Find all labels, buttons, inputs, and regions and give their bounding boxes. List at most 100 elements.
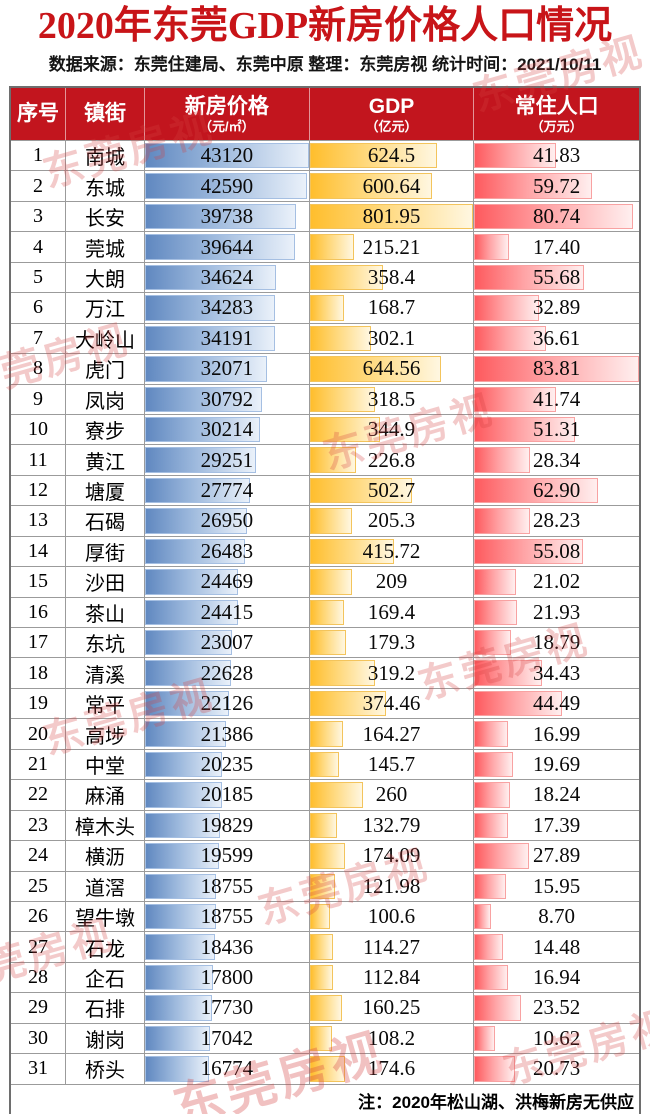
gdp-value: 344.9 [367, 417, 416, 442]
town-name: 道滘 [85, 877, 125, 900]
town-cell: 石排 [66, 993, 145, 1023]
gdp-bar [309, 264, 383, 291]
table-row: 1 南城 43120 624.5 41.83 [11, 140, 639, 171]
town-cell: 石龙 [66, 932, 145, 962]
price-cell: 21386 [145, 719, 310, 749]
rank-cell: 24 [11, 841, 66, 871]
population-bar [474, 1025, 496, 1052]
table-body: 1 南城 43120 624.5 41.83 2 东城 42590 600.64… [11, 140, 639, 1084]
price-cell: 19599 [145, 841, 310, 871]
population-value: 41.74 [533, 386, 581, 411]
rank-value: 7 [33, 326, 43, 349]
table-row: 9 凤岗 30792 318.5 41.74 [11, 383, 639, 414]
price-value: 43120 [200, 143, 254, 168]
rank-value: 19 [28, 692, 48, 715]
gdp-bar [309, 1025, 332, 1052]
population-value: 51.31 [533, 417, 581, 442]
gdp-bar [309, 812, 337, 839]
town-cell: 凤岗 [66, 384, 145, 414]
population-cell: 41.74 [474, 385, 639, 414]
population-bar [474, 477, 598, 504]
gdp-bar [309, 356, 442, 382]
price-bar [145, 295, 276, 321]
price-value: 39644 [200, 234, 254, 259]
population-value: 80.74 [533, 204, 581, 229]
gdp-cell: 209 [309, 567, 475, 597]
population-bar [474, 386, 557, 412]
price-cell: 29251 [145, 445, 310, 475]
rank-cell: 13 [11, 506, 66, 536]
population-bar [474, 356, 639, 382]
price-bar [145, 782, 222, 808]
town-name: 塘厦 [85, 482, 125, 505]
price-cell: 30792 [145, 384, 310, 414]
town-name: 桥头 [85, 1060, 125, 1083]
gdp-bar [309, 325, 372, 352]
gdp-value: 174.09 [362, 843, 421, 868]
gdp-value: 318.5 [367, 386, 416, 411]
town-cell: 长安 [66, 201, 145, 232]
price-bar [145, 234, 296, 260]
gdp-cell: 318.5 [309, 384, 475, 414]
price-cell: 17042 [145, 1023, 310, 1054]
rank-cell: 29 [11, 993, 66, 1023]
price-bar [145, 508, 248, 534]
gdp-bar [309, 934, 333, 960]
price-value: 17730 [200, 995, 254, 1020]
rank-cell: 11 [11, 445, 66, 475]
population-bar [474, 934, 503, 960]
header-population-unit: （万元） [530, 118, 583, 134]
town-name: 凤岗 [85, 390, 125, 413]
gdp-value: 801.95 [362, 204, 421, 229]
gdp-cell: 114.27 [309, 932, 475, 962]
gdp-value: 164.27 [362, 721, 421, 746]
table-row: 7 大岭山 34191 302.1 36.61 [11, 322, 639, 354]
price-cell: 39738 [145, 201, 310, 232]
price-bar [145, 416, 260, 443]
population-bar [474, 508, 530, 534]
gdp-value: 112.84 [363, 965, 420, 990]
table-row: 31 桥头 16774 174.6 20.73 [11, 1053, 639, 1084]
table-row: 13 石碣 26950 205.3 28.23 [11, 505, 639, 536]
gdp-cell: 374.46 [309, 688, 475, 719]
population-bar [474, 812, 509, 839]
table-row: 10 寮步 30214 344.9 51.31 [11, 413, 639, 445]
population-cell: 41.83 [474, 141, 639, 170]
gdp-cell: 174.6 [309, 1054, 475, 1084]
table-row: 3 长安 39738 801.95 80.74 [11, 200, 639, 232]
rank-value: 26 [28, 905, 48, 928]
population-bar [474, 599, 518, 625]
gdp-bar [309, 569, 353, 595]
population-cell: 18.24 [474, 780, 639, 809]
town-cell: 沙田 [66, 567, 145, 597]
price-bar [145, 630, 233, 656]
population-value: 59.72 [533, 173, 581, 198]
gdp-bar [309, 1056, 346, 1082]
town-name: 石排 [85, 999, 125, 1022]
price-bar [145, 477, 251, 504]
rank-value: 17 [28, 631, 48, 654]
rank-cell: 22 [11, 780, 66, 810]
gdp-cell: 624.5 [309, 141, 475, 171]
price-bar [145, 173, 307, 199]
price-value: 22126 [200, 691, 254, 716]
rank-cell: 14 [11, 536, 66, 567]
rank-value: 21 [28, 752, 48, 775]
town-cell: 茶山 [66, 597, 145, 627]
gdp-value: 100.6 [367, 904, 416, 929]
rank-value: 8 [33, 357, 43, 380]
table-row: 5 大朗 34624 358.4 55.68 [11, 261, 639, 293]
gdp-cell: 205.3 [309, 506, 475, 536]
town-cell: 横沥 [66, 841, 145, 871]
population-cell: 28.23 [474, 506, 639, 535]
gdp-value: 168.7 [367, 295, 416, 320]
population-cell: 34.43 [474, 658, 639, 687]
rank-value: 3 [33, 205, 43, 228]
price-cell: 20235 [145, 749, 310, 780]
gdp-cell: 169.4 [309, 597, 475, 627]
price-value: 42590 [200, 173, 254, 198]
gdp-value: 600.64 [362, 173, 421, 198]
gdp-bar [309, 234, 354, 260]
gdp-bar [309, 660, 375, 686]
population-value: 8.70 [538, 904, 576, 929]
